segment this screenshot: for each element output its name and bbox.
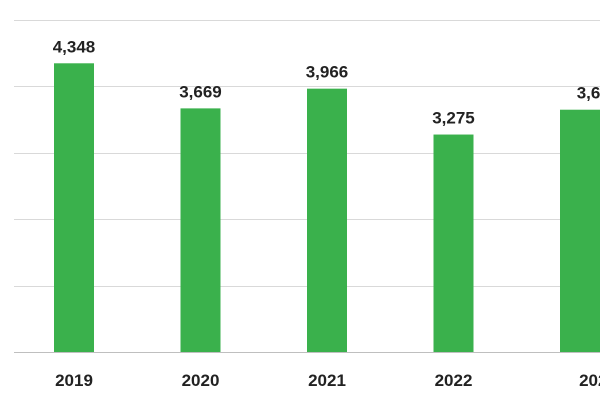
bar-2023 — [560, 109, 600, 353]
data-label-2022: 3,275 — [432, 109, 475, 128]
data-label-2021: 3,966 — [306, 63, 349, 82]
data-label-2020: 3,669 — [179, 82, 222, 101]
x-tick-label-2020: 2020 — [182, 371, 220, 390]
bar-layer — [54, 63, 600, 353]
x-axis-tick-labels: 2019 2020 2021 2022 2023 — [55, 371, 600, 390]
x-tick-label-2023: 2023 — [579, 371, 600, 390]
bar-2022 — [433, 134, 474, 352]
x-tick-label-2021: 2021 — [308, 371, 346, 390]
x-tick-label-2022: 2022 — [435, 371, 473, 390]
bar-2021 — [307, 88, 347, 353]
x-tick-label-2019: 2019 — [55, 371, 93, 390]
data-label-2019: 4,348 — [53, 37, 96, 56]
bar-2019 — [54, 63, 94, 353]
data-label-2023: 3,649 — [577, 84, 600, 103]
bar-2020 — [180, 108, 221, 352]
data-label-layer: 4,348 3,669 3,966 3,275 3,649 — [53, 37, 600, 127]
